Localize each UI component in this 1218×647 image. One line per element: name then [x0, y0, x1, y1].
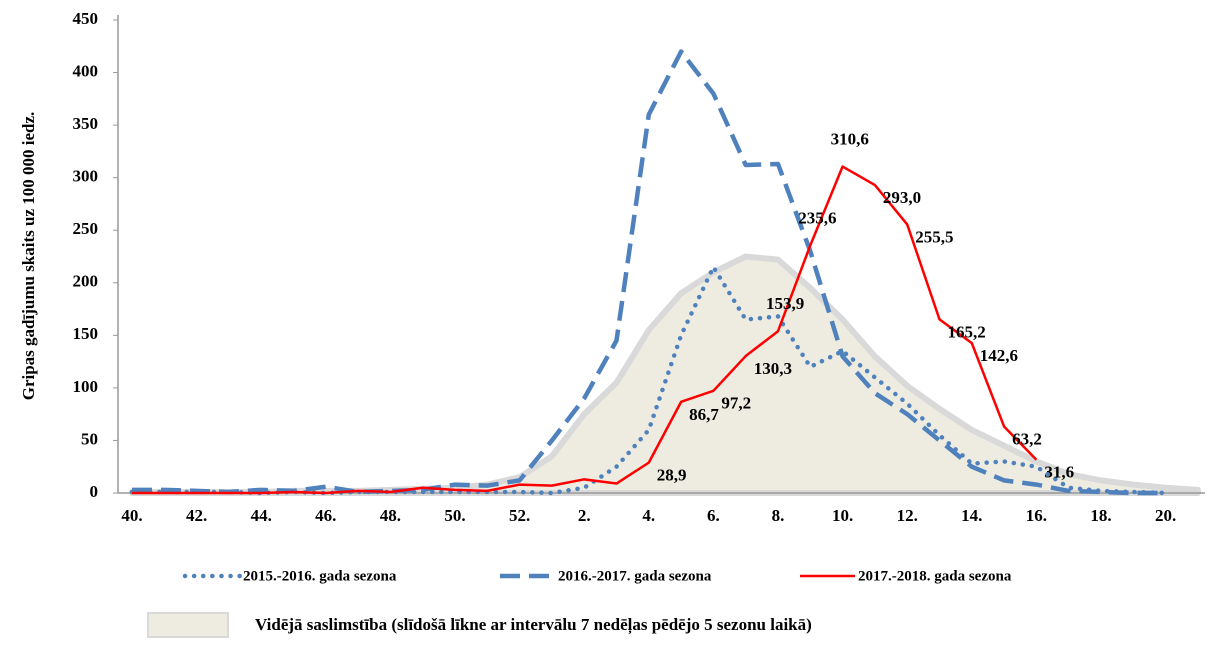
x-tick-label: 18.	[1090, 506, 1111, 525]
data-label: 28,9	[657, 466, 687, 485]
x-tick-label: 42.	[186, 506, 207, 525]
data-label: 310,6	[831, 129, 869, 148]
legend-swatch	[147, 612, 229, 638]
y-tick-label: 400	[73, 61, 99, 80]
data-label: 97,2	[721, 394, 751, 413]
x-tick-label: 50.	[444, 506, 465, 525]
y-tick-label: 0	[90, 482, 99, 501]
x-tick-label: 4.	[642, 506, 655, 525]
legend-label: 2015.-2016. gada sezona	[243, 568, 397, 584]
y-tick-label: 350	[73, 114, 99, 133]
x-tick-label: 16.	[1026, 506, 1047, 525]
x-tick-label: 10.	[832, 506, 853, 525]
x-tick-label: 46.	[315, 506, 336, 525]
x-tick-label: 12.	[897, 506, 918, 525]
data-label: 235,6	[798, 208, 836, 227]
y-tick-label: 100	[73, 377, 99, 396]
y-tick-label: 200	[73, 272, 99, 291]
data-label: 130,3	[754, 359, 792, 378]
data-label: 63,2	[1012, 429, 1042, 448]
y-tick-label: 250	[73, 219, 99, 238]
data-label: 153,9	[766, 294, 804, 313]
x-tick-label: 20.	[1155, 506, 1176, 525]
data-label: 142,6	[980, 346, 1018, 365]
y-axis-title: Gripas gadījumu skaits uz 100 000 iedz.	[19, 112, 38, 401]
data-label: 165,2	[948, 322, 986, 341]
legend-label: 2017.-2018. gada sezona	[858, 568, 1012, 584]
legend-label: Vidējā saslimstība (slīdošā līkne ar int…	[255, 615, 812, 635]
data-label: 86,7	[689, 405, 719, 424]
x-tick-label: 48.	[380, 506, 401, 525]
y-tick-label: 450	[73, 9, 99, 28]
data-label: 255,5	[915, 227, 953, 246]
x-tick-label: 52.	[509, 506, 530, 525]
series-line	[132, 49, 1166, 496]
x-tick-label: 6.	[707, 506, 720, 525]
x-tick-label: 8.	[772, 506, 785, 525]
x-tick-label: 44.	[251, 506, 272, 525]
x-tick-label: 14.	[961, 506, 982, 525]
x-tick-label: 40.	[121, 506, 142, 525]
y-tick-label: 50	[81, 429, 98, 448]
data-label: 31,6	[1044, 463, 1074, 482]
legend-label: 2016.-2017. gada sezona	[558, 568, 712, 584]
x-tick-label: 2.	[578, 506, 591, 525]
data-label: 293,0	[883, 188, 921, 207]
area	[129, 253, 1201, 496]
series-line	[132, 165, 1038, 495]
y-tick-label: 300	[73, 167, 99, 186]
y-tick-label: 150	[73, 324, 99, 343]
